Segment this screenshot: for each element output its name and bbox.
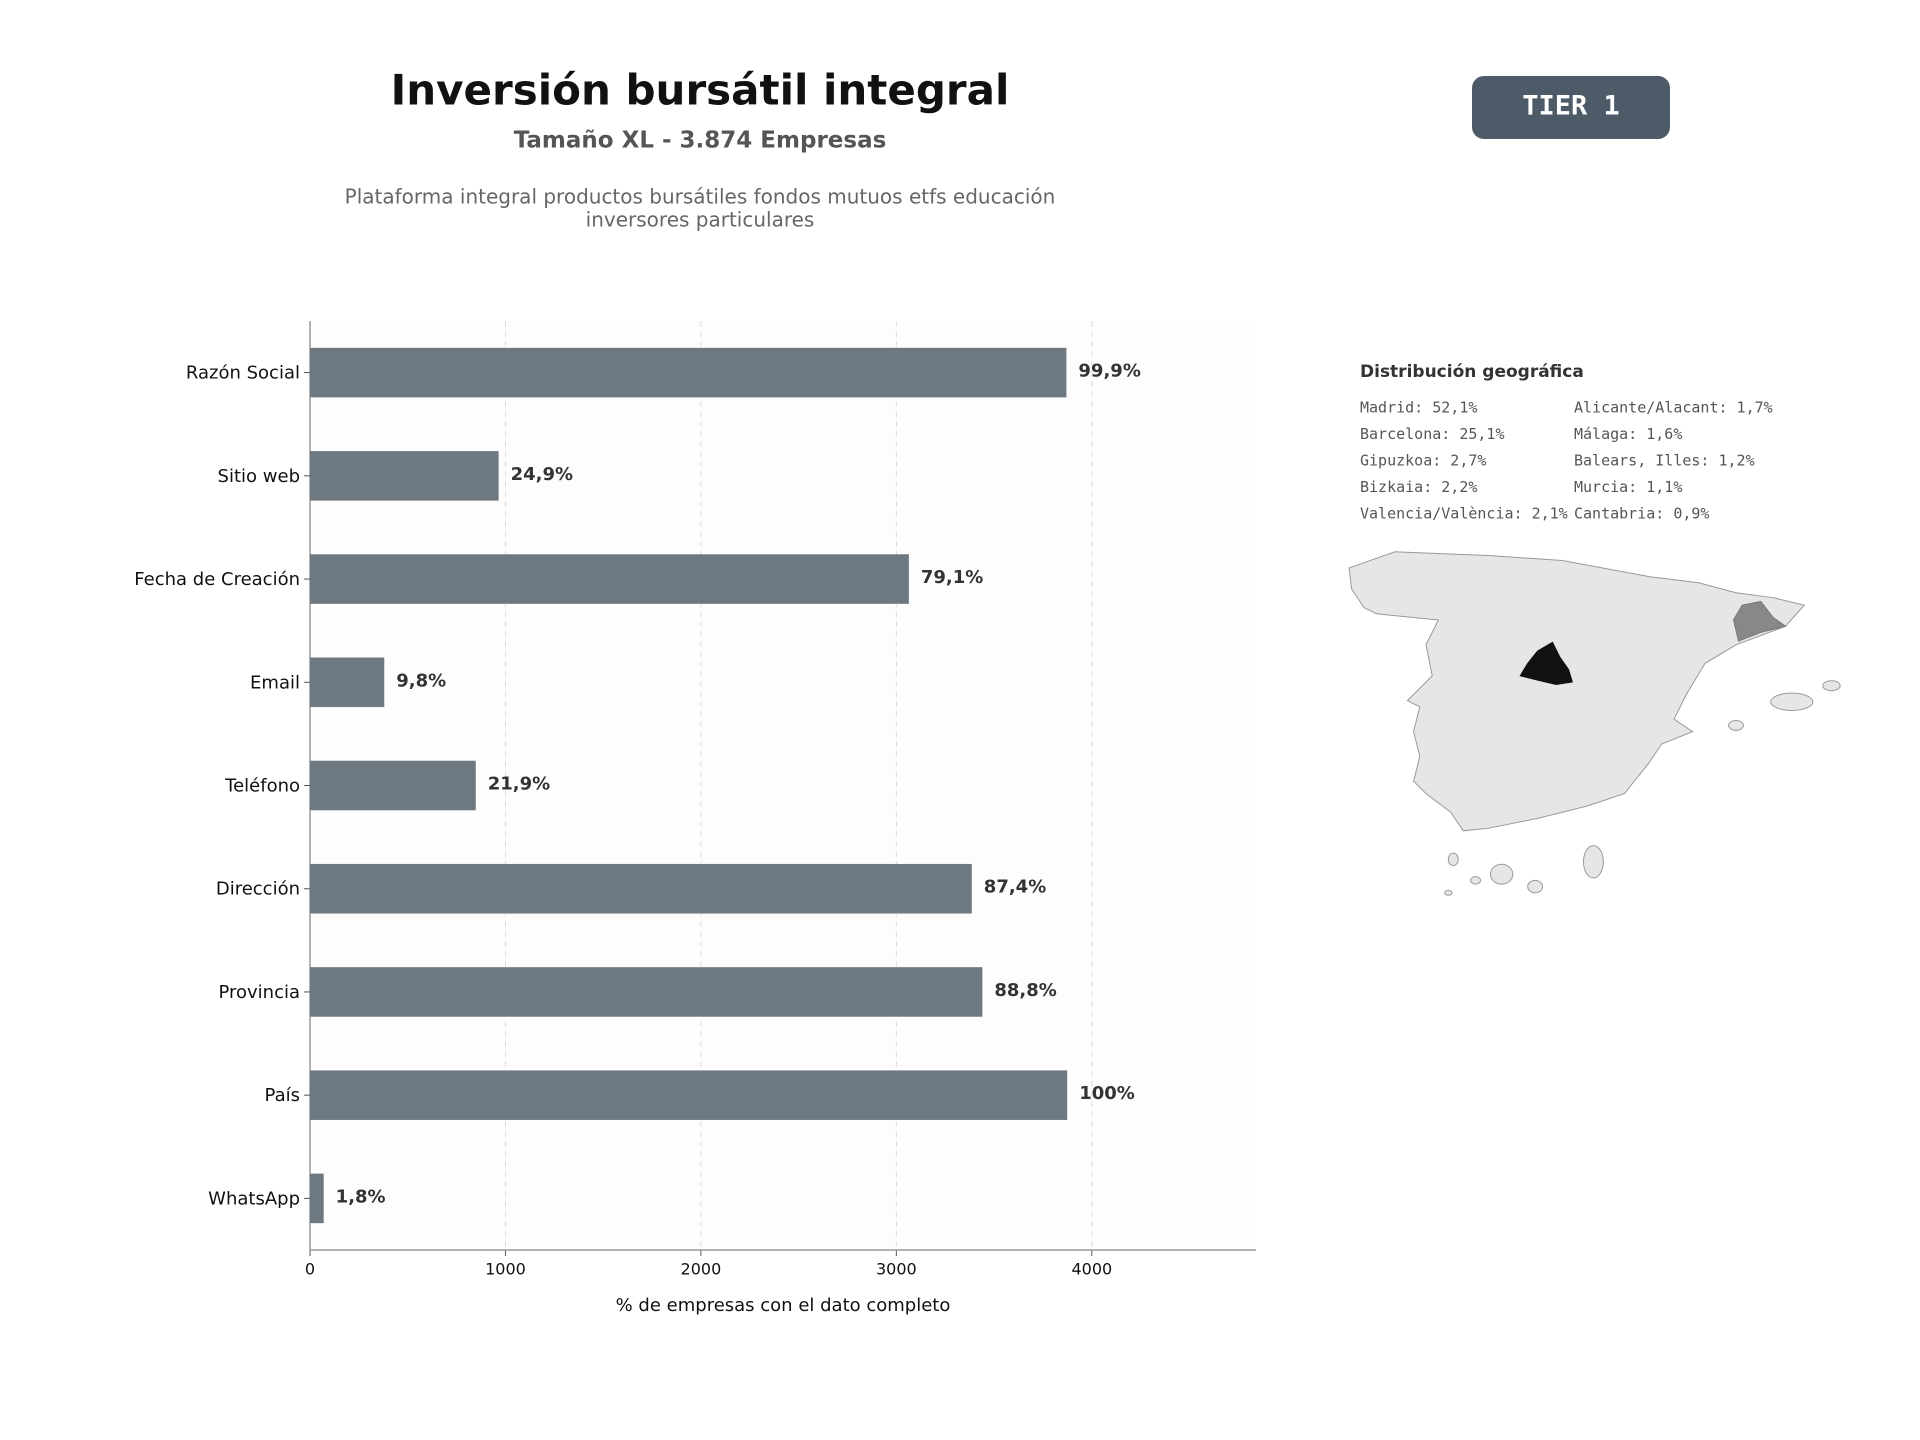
island (1582, 845, 1604, 879)
value-label: 24,9% (511, 464, 573, 485)
island (1470, 876, 1482, 885)
y-tick-label: Dirección (216, 879, 300, 900)
geo-item: Bizkaia: 2,2% (1360, 478, 1477, 496)
y-tick-label: País (265, 1085, 300, 1106)
map (1348, 551, 1841, 896)
x-tick-label: 3000 (876, 1260, 917, 1279)
geo-item: Cantabria: 0,9% (1574, 505, 1709, 523)
value-label: 100% (1079, 1083, 1135, 1104)
island (1770, 692, 1814, 712)
bar (310, 554, 909, 604)
chart-subtitle: Tamaño XL - 3.874 Empresas (514, 128, 887, 154)
region-madrid (1519, 641, 1573, 685)
value-label: 99,9% (1078, 361, 1140, 382)
value-label: 21,9% (488, 774, 550, 795)
value-label: 79,1% (921, 567, 983, 588)
x-tick-label: 4000 (1071, 1260, 1112, 1279)
y-tick-label: Fecha de Creación (134, 569, 300, 590)
bar (310, 451, 499, 501)
bar (310, 657, 385, 708)
bar (310, 1173, 324, 1224)
badge (1472, 76, 1670, 139)
bar (310, 863, 972, 914)
geo-item: Málaga: 1,6% (1574, 425, 1682, 443)
geo-item: Alicante/Alacant: 1,7% (1574, 399, 1773, 417)
geo-item: Barcelona: 25,1% (1360, 425, 1505, 443)
description: Plataforma integral productos bursátiles… (345, 185, 1056, 209)
y-tick-label: WhatsApp (208, 1188, 300, 1209)
x-tick-label: 0 (305, 1260, 315, 1279)
geo-title: Distribución geográfica (1360, 362, 1584, 382)
y-tick-label: Provincia (218, 982, 300, 1003)
bar (310, 760, 476, 811)
island (1444, 889, 1453, 896)
spain-outline (1348, 551, 1806, 832)
x-tick-label: 2000 (681, 1260, 722, 1279)
island (1447, 852, 1459, 867)
x-axis-label: % de empresas con el dato completo (616, 1295, 951, 1316)
value-label: 88,8% (994, 980, 1056, 1001)
y-tick-label: Sitio web (218, 466, 300, 487)
description: inversores particulares (586, 208, 815, 232)
value-label: 1,8% (336, 1186, 386, 1207)
bar (310, 967, 983, 1017)
y-tick-label: Teléfono (224, 776, 300, 797)
geo-item: Madrid: 52,1% (1360, 399, 1477, 417)
badge-label: TIER 1 (1522, 91, 1620, 122)
value-label: 9,8% (396, 670, 446, 691)
chart-title: Inversión bursátil integral (391, 66, 1010, 115)
geo-item: Valencia/València: 2,1% (1360, 505, 1568, 523)
y-tick-label: Email (250, 672, 300, 693)
x-tick-label: 1000 (485, 1260, 526, 1279)
island (1489, 863, 1514, 885)
island (1527, 879, 1544, 894)
geo-item: Balears, Illes: 1,2% (1574, 452, 1755, 470)
geo-item: Gipuzkoa: 2,7% (1360, 452, 1486, 470)
y-tick-label: Razón Social (186, 363, 300, 384)
value-label: 87,4% (984, 877, 1046, 898)
bar (310, 347, 1067, 398)
island (1728, 719, 1744, 731)
island (1822, 680, 1841, 692)
bar (310, 1070, 1068, 1120)
region-barcelona (1732, 600, 1787, 642)
geo-item: Murcia: 1,1% (1574, 478, 1682, 496)
